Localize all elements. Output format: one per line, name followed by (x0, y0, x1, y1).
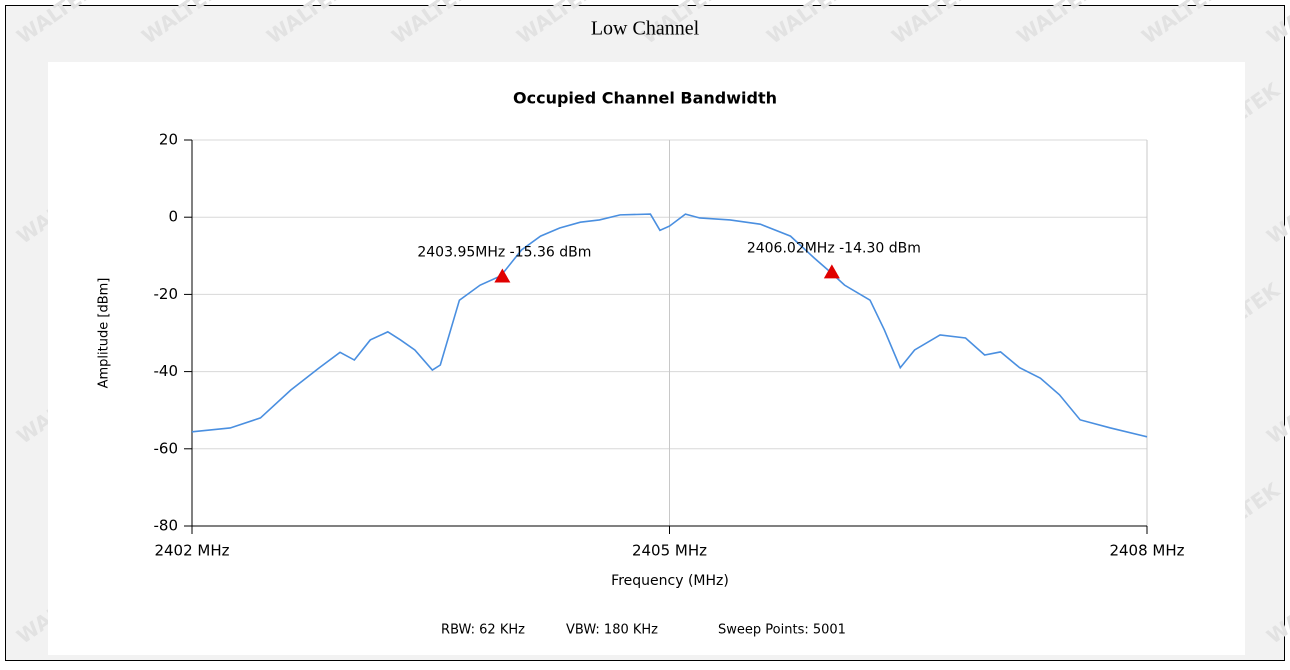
x-tick-label: 2402 MHz (154, 542, 229, 560)
page-title: Low Channel (591, 18, 700, 40)
chart-panel (48, 62, 1245, 655)
y-axis-label: Amplitude [dBm] (97, 278, 112, 389)
footer-text: VBW: 180 KHz (566, 623, 658, 638)
chart-title: Occupied Channel Bandwidth (513, 89, 777, 108)
y-tick-label: -40 (154, 362, 179, 380)
y-tick-label: -80 (154, 517, 179, 535)
marker (823, 264, 840, 279)
y-tick-label: -20 (154, 285, 179, 303)
y-tick-label: 20 (159, 131, 178, 149)
x-tick-label: 2408 MHz (1109, 542, 1184, 560)
marker-label: 2403.95MHz -15.36 dBm (417, 244, 591, 260)
footer-text: RBW: 62 KHz (441, 623, 525, 638)
spectrum-line (191, 213, 1148, 438)
footer-text: Sweep Points: 5001 (718, 623, 846, 638)
marker-label: 2406.02MHz -14.30 dBm (747, 240, 921, 256)
x-axis-label: Frequency (MHz) (611, 573, 729, 589)
y-tick-label: 0 (168, 208, 178, 226)
x-tick-label: 2405 MHz (632, 542, 707, 560)
y-tick-label: -60 (154, 439, 179, 457)
marker (494, 268, 511, 283)
